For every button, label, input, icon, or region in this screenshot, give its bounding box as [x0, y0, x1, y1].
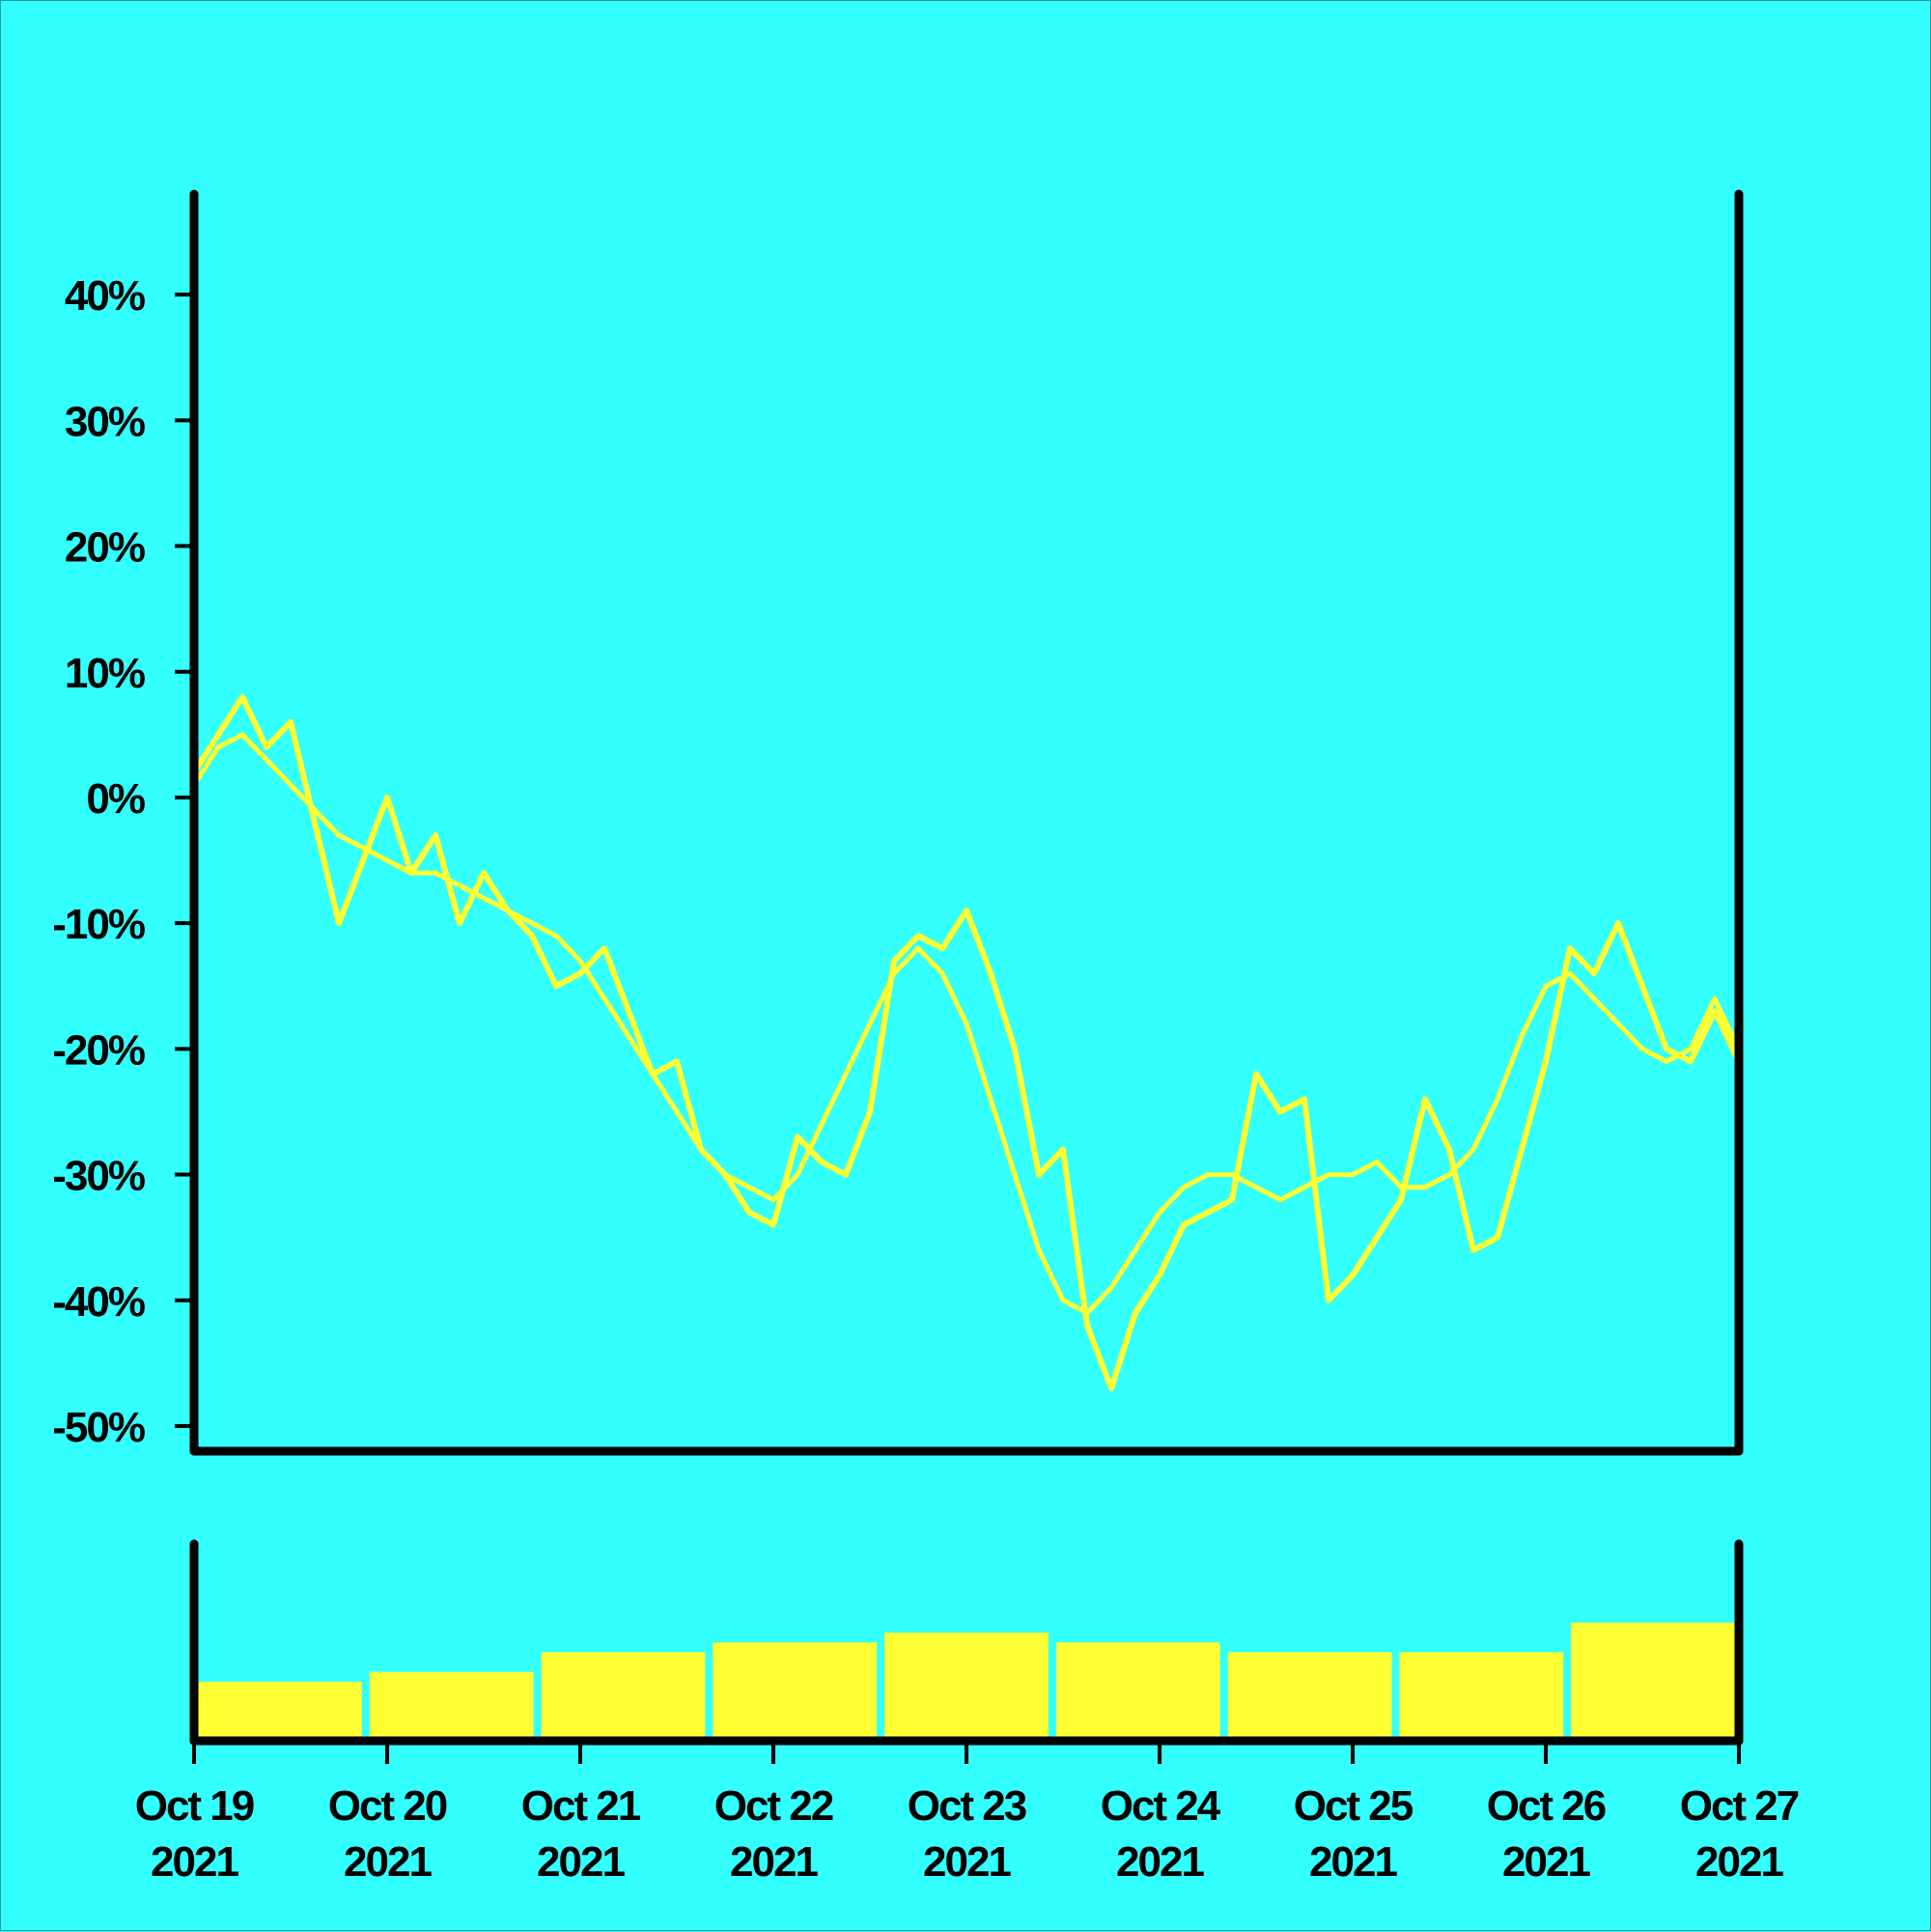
x-tick-label-date: Oct 24 [1101, 1782, 1221, 1830]
x-tick-label-year: 2021 [151, 1838, 238, 1886]
y-tick-label: -30% [52, 1153, 145, 1200]
x-tick-label-date: Oct 27 [1680, 1782, 1799, 1830]
price-line [191, 693, 1742, 1391]
x-tick-label-year: 2021 [1309, 1838, 1397, 1886]
y-tick-label: 10% [65, 650, 145, 697]
volume-bar [1399, 1652, 1564, 1741]
volume-bar [1227, 1652, 1392, 1741]
volume-bar [541, 1652, 706, 1741]
x-tick-label-date: Oct 26 [1487, 1782, 1606, 1830]
y-tick-label: 0% [86, 775, 144, 823]
y-tick-label: -10% [52, 901, 145, 948]
x-tick-label-year: 2021 [344, 1838, 432, 1886]
x-tick-label-date: Oct 19 [135, 1782, 254, 1830]
y-tick-label: 20% [65, 524, 145, 572]
x-tick-label-year: 2021 [1116, 1838, 1204, 1886]
x-tick-label-date: Oct 20 [328, 1782, 447, 1830]
x-tick-label-date: Oct 21 [521, 1782, 641, 1830]
volume-bar [1571, 1622, 1735, 1741]
x-tick-label-year: 2021 [923, 1838, 1011, 1886]
x-tick-label-date: Oct 23 [908, 1782, 1026, 1830]
axes-group [189, 189, 1744, 1746]
x-tick-label-year: 2021 [537, 1838, 625, 1886]
volume-bar [713, 1642, 878, 1741]
x-tick-label-year: 2021 [730, 1838, 818, 1886]
volume-bar [1055, 1642, 1220, 1741]
volume-bar [198, 1681, 362, 1741]
volume-bar [884, 1632, 1049, 1741]
y-ticks-group: 40% 30% 20% 10% 0% -10% -20% -30% -40% -50% [52, 272, 192, 1451]
y-tick-label: -20% [52, 1026, 145, 1074]
x-tick-label-year: 2021 [1502, 1838, 1590, 1886]
x-tick-label-date: Oct 22 [714, 1782, 833, 1830]
x-tick-label-date: Oct 25 [1294, 1782, 1413, 1830]
x-tick-label-year: 2021 [1695, 1838, 1783, 1886]
y-tick-label: 30% [65, 398, 145, 445]
volume-bars-group [198, 1622, 1735, 1741]
volume-bar [369, 1671, 534, 1741]
moving-average-line [191, 732, 1742, 1316]
y-tick-label: -50% [52, 1404, 145, 1451]
price-series-group [191, 693, 1742, 1391]
y-tick-label: 40% [65, 272, 145, 320]
x-ticks-group: Oct 19 2021 Oct 20 2021 Oct 21 2021 Oct 22 2021… [135, 1743, 1801, 1886]
y-tick-label: -40% [52, 1278, 145, 1326]
